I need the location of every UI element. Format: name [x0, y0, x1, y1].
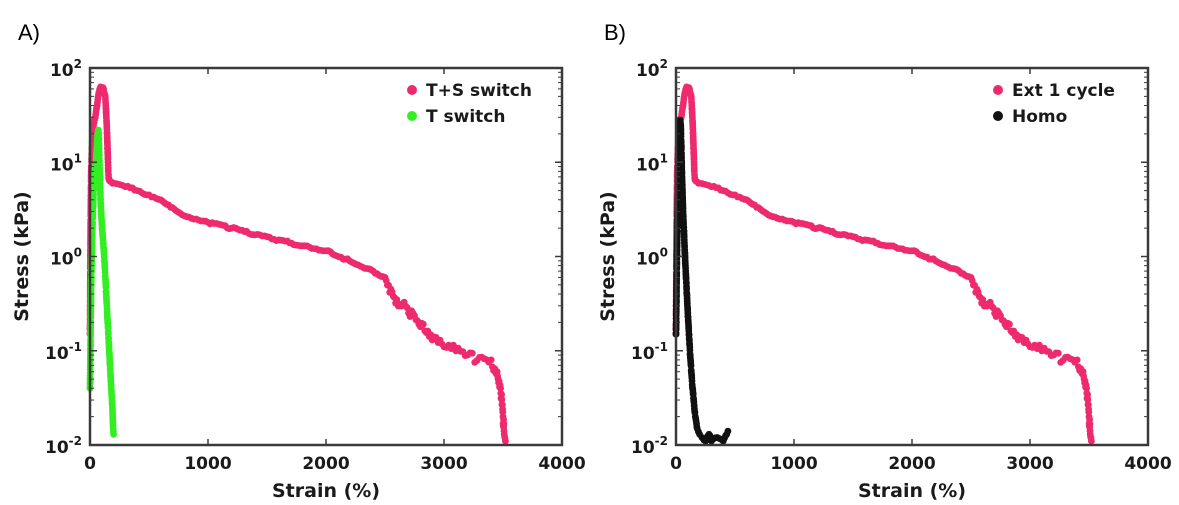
x-tick-label: 4000: [1124, 454, 1171, 474]
y-tick-label: 10-2: [631, 434, 668, 458]
data-point: [1036, 341, 1043, 349]
data-point: [1086, 420, 1094, 428]
series-0: [672, 83, 1095, 445]
legend-marker: [993, 85, 1003, 95]
legend-label: T switch: [426, 107, 505, 127]
x-tick-label: 1000: [770, 454, 817, 474]
y-tick-label: 102: [50, 57, 82, 81]
legend: Ext 1 cycle Homo: [993, 81, 1115, 127]
data-point: [724, 427, 732, 435]
data-point: [450, 341, 457, 349]
data-point: [487, 356, 495, 364]
x-tick-label: 4000: [538, 454, 585, 474]
chart-panel-a: 0 1000 2000 3000 4000 10-2 10-1 100 101 102 T+S s…: [11, 57, 586, 502]
y-axis-label: Stress (kPa): [597, 191, 619, 322]
x-tick-label: 0: [84, 454, 96, 474]
data-point: [468, 349, 476, 357]
x-tick-label: 2000: [302, 454, 349, 474]
data-point: [110, 430, 117, 438]
data-point: [1084, 391, 1091, 398]
data-point: [500, 420, 508, 428]
y-tick-label: 10-1: [45, 340, 82, 364]
legend-label: Ext 1 cycle: [1012, 81, 1115, 101]
plot-frame: [674, 66, 1150, 447]
y-tick-label: 100: [636, 246, 668, 270]
data-point: [419, 320, 427, 328]
y-tick-label: 101: [636, 151, 668, 175]
x-tick-label: 0: [670, 454, 682, 474]
legend-marker: [407, 111, 417, 121]
x-axis-label: Strain (%): [272, 480, 380, 502]
x-tick-label: 3000: [1006, 454, 1053, 474]
legend-marker: [993, 111, 1003, 121]
y-tick-label: 101: [50, 151, 82, 175]
legend-marker: [407, 85, 417, 95]
data-point: [502, 437, 509, 445]
legend-label: Homo: [1012, 107, 1067, 127]
legend-label: T+S switch: [426, 81, 532, 101]
data-point: [1073, 356, 1081, 364]
x-tick-label: 3000: [420, 454, 467, 474]
data-point: [497, 384, 504, 392]
data-point: [1054, 349, 1062, 357]
y-axis-label: Stress (kPa): [11, 191, 33, 322]
series-0: [86, 83, 509, 445]
x-tick-label: 1000: [184, 454, 231, 474]
data-point: [1083, 384, 1090, 392]
data-point: [1006, 320, 1013, 328]
x-axis-label: Strain (%): [858, 480, 966, 502]
chart-panel-b: 0 1000 2000 3000 4000 10-2 10-1 100 101 102 Ext 1…: [597, 57, 1172, 502]
y-tick-label: 10-2: [45, 434, 82, 458]
data-point: [1088, 437, 1095, 445]
x-tick-label: 2000: [888, 454, 935, 474]
series-1: [672, 116, 732, 445]
y-tick-label: 102: [636, 57, 668, 81]
data-point: [498, 391, 505, 398]
panel-label-b: B): [604, 20, 626, 45]
legend: T+S switch T switch: [407, 81, 532, 127]
y-tick-label: 10-1: [631, 340, 668, 364]
panel-label-a: A): [18, 20, 40, 45]
y-tick-label: 100: [50, 246, 82, 270]
